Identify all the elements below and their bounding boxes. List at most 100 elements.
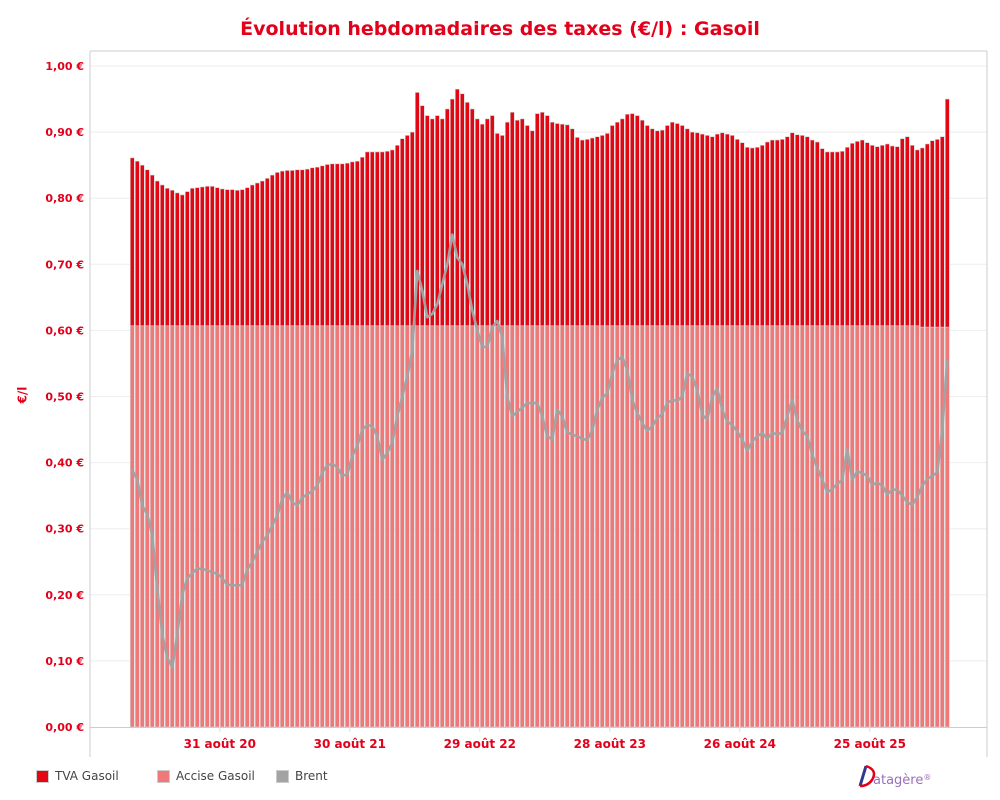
bar-tva (779, 139, 785, 327)
bar-tva (639, 119, 645, 327)
bar-accise (444, 325, 450, 728)
bar-tva (654, 130, 660, 327)
bar-accise (899, 325, 905, 728)
bar-accise (919, 326, 925, 728)
bar-tva (314, 166, 320, 327)
bar-accise (879, 325, 885, 728)
bar-tva (529, 130, 535, 327)
bar-tva (724, 133, 730, 327)
bar-tva (394, 145, 400, 327)
bar-accise (929, 326, 935, 728)
bar-accise (719, 325, 725, 728)
bar-tva (729, 135, 735, 327)
bar-tva (839, 150, 845, 327)
x-tick-label: 26 août 24 (704, 737, 776, 751)
bar-accise (429, 325, 435, 728)
tick-labels: 0,00 € 0,10 € 0,20 € 0,30 € 0,40 € 0,50 € 0,60… (45, 60, 906, 751)
bar-tva (160, 184, 165, 327)
bar-tva (804, 136, 810, 327)
bar-tva (225, 189, 230, 327)
legend-item-brent[interactable]: Brent (276, 769, 328, 783)
bar-tva (220, 188, 225, 327)
bar-accise (864, 325, 870, 728)
bar-accise (924, 326, 930, 728)
bar-accise (220, 325, 225, 728)
bar-tva (814, 141, 820, 327)
bar-tva (579, 139, 585, 327)
bar-accise (369, 325, 375, 728)
bar-tva (489, 115, 495, 327)
bar-tva (210, 186, 215, 327)
bar-tva (374, 151, 380, 327)
bar-tva (889, 145, 895, 327)
bar-accise (160, 325, 165, 728)
bar-accise (854, 325, 860, 728)
bar-tva (739, 142, 745, 327)
bar-tva (200, 186, 205, 327)
bar-tva (354, 160, 360, 327)
bar-accise (264, 325, 270, 728)
bar-tva (664, 125, 670, 327)
bar-accise (594, 325, 600, 728)
bar-tva (175, 192, 180, 327)
bar-accise (844, 325, 850, 728)
bar-accise (524, 325, 530, 728)
bar-accise (714, 325, 720, 728)
bar-tva (789, 132, 795, 327)
bar-accise (794, 325, 800, 728)
bar-accise (279, 325, 285, 728)
bar-accise (499, 325, 505, 728)
legend-item-tva[interactable]: TVA Gasoil (36, 769, 119, 783)
bar-tva (250, 184, 255, 327)
chart-title: Évolution hebdomadaires des taxes (€/l) … (240, 18, 760, 40)
bar-tva (240, 189, 245, 327)
bar-tva (769, 139, 775, 327)
bar-accise (364, 325, 370, 728)
bar-tva (414, 92, 420, 327)
bar-accise (434, 325, 440, 728)
legend-item-accise[interactable]: Accise Gasoil (157, 769, 255, 783)
legend-swatch-brent (276, 769, 289, 783)
bar-tva (269, 174, 275, 327)
bar-tva (849, 143, 855, 327)
bar-tva (919, 147, 925, 328)
bar-tva (339, 163, 345, 327)
bar-tva (369, 151, 375, 327)
bar-tva (589, 137, 595, 327)
bar-accise (609, 325, 615, 728)
bar-accise (459, 325, 465, 728)
bar-accise (639, 325, 645, 728)
logo-d-icon (858, 764, 876, 788)
bar-accise (274, 325, 280, 728)
bar-accise (155, 325, 160, 728)
bar-accise (195, 325, 200, 728)
bar-accise (190, 325, 195, 728)
bar-tva (444, 108, 450, 327)
bar-tva (574, 137, 580, 327)
bar-accise (739, 325, 745, 728)
bar-accise (225, 325, 230, 728)
bar-tva (794, 134, 800, 327)
bar-accise (389, 325, 395, 728)
bar-tva (539, 111, 545, 327)
bar-tva (334, 163, 340, 327)
bar-tva (909, 145, 915, 327)
bar-tva (899, 138, 905, 327)
datagere-logo: atagère® (858, 764, 931, 788)
bar-accise (130, 325, 135, 728)
bar-tva (884, 143, 890, 327)
bar-tva (874, 146, 880, 327)
bar-accise (804, 325, 810, 728)
bar-tva (774, 139, 780, 327)
bar-tva (749, 147, 755, 327)
bar-accise (539, 325, 545, 728)
bar-accise (654, 325, 660, 728)
bar-accise (235, 325, 240, 728)
bar-tva (744, 147, 750, 327)
bar-accise (309, 325, 315, 728)
bar-tva (679, 125, 685, 327)
bar-tva (754, 147, 760, 327)
bar-accise (414, 325, 420, 728)
bar-tva (824, 151, 830, 327)
bar-tva (155, 180, 160, 327)
